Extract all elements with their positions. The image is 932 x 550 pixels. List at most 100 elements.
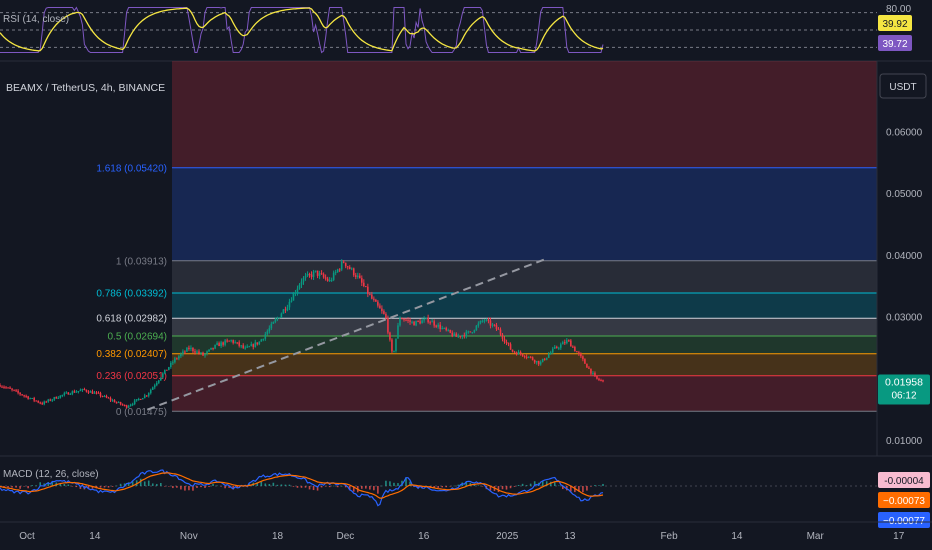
price-tick-label: 0.06000 <box>886 127 923 138</box>
candle-body <box>549 352 552 355</box>
candle-body <box>204 353 206 356</box>
candle-body <box>483 320 486 322</box>
candle-body <box>69 393 72 395</box>
candle-body <box>419 321 421 324</box>
fib-level-label: 0.382 (0.02407) <box>96 349 167 360</box>
fib-zone <box>172 292 877 319</box>
macd-histogram-bar <box>477 485 480 486</box>
macd-histogram-bar <box>47 482 50 486</box>
candle-body <box>455 333 458 337</box>
symbol-title[interactable]: BEAMX / TetherUS, 4h, BINANCE <box>6 82 165 94</box>
fib-level-label: 0.618 (0.02982) <box>96 314 167 325</box>
macd-histogram-bar <box>457 484 460 486</box>
candle-body <box>31 397 33 399</box>
candle-body <box>405 319 407 321</box>
macd-histogram-bar <box>155 483 158 486</box>
candle-body <box>501 334 504 339</box>
macd-histogram-bar <box>332 485 335 487</box>
macd-histogram-bar <box>71 486 74 487</box>
fibonacci-levels[interactable]: 1.618 (0.05420) 1 (0.03913) 0.786 (0.03392… <box>96 163 877 418</box>
candle-body <box>537 360 540 365</box>
macd-badges: -0.00004−0.00073−0.00077 <box>878 472 930 528</box>
candle-body <box>220 342 222 347</box>
macd-histogram-bar <box>421 486 423 488</box>
candle-body <box>164 369 166 374</box>
macd-histogram-bar <box>164 486 166 487</box>
candle-body <box>270 323 273 329</box>
candle-body <box>145 395 148 397</box>
candle-body <box>449 329 452 333</box>
macd-histogram-bar <box>348 486 351 491</box>
price-tick-label: 0.01000 <box>886 436 923 447</box>
candle-body <box>493 324 496 326</box>
candle-body <box>379 305 381 309</box>
candle-body <box>463 335 466 337</box>
macd-histogram-bar <box>405 477 407 486</box>
candle-body <box>226 340 228 342</box>
fib-zone <box>172 375 877 412</box>
candle-body <box>256 342 259 345</box>
time-tick-label: 16 <box>418 531 430 542</box>
macd-histogram-bar <box>445 486 448 488</box>
macd-histogram-bar <box>131 481 134 486</box>
macd-histogram-bar <box>582 486 584 493</box>
macd-label[interactable]: MACD (12, 26, close) <box>3 469 99 480</box>
macd-pane[interactable]: MACD (12, 26, close) -0.00004−0.00073−0.… <box>0 469 930 528</box>
candle-body <box>497 328 500 330</box>
price-pane[interactable]: 1.618 (0.05420) 1 (0.03913) 0.786 (0.03392… <box>0 61 877 418</box>
candle-body <box>97 392 100 394</box>
macd-histogram-bar <box>598 485 600 486</box>
candle-body <box>105 395 108 398</box>
candle-body <box>59 395 62 398</box>
candle-body <box>200 352 202 354</box>
candle-body <box>170 362 172 368</box>
macd-histogram-bar <box>188 486 190 491</box>
candle-body <box>346 266 349 268</box>
candle-body <box>525 356 528 358</box>
macd-histogram-bar <box>228 486 230 488</box>
fibonacci-zones <box>172 61 877 412</box>
candle-body <box>67 392 70 395</box>
macd-histogram-bar <box>23 486 25 487</box>
candle-body <box>433 321 435 326</box>
candle-body <box>564 342 566 344</box>
fib-trendline[interactable] <box>146 257 548 411</box>
price-axis[interactable]: USDT 0.060000.050000.040000.030000.02000… <box>876 61 930 456</box>
candle-body <box>499 329 502 335</box>
time-axis[interactable]: Oct 14 Nov 18 Dec 16 2025 13 Feb 14 Mar 17 <box>0 521 932 542</box>
macd-histogram-bar <box>99 486 102 488</box>
fib-zone <box>172 353 877 376</box>
macd-histogram-bar <box>15 486 17 488</box>
macd-histogram-bar <box>272 482 275 486</box>
candle-body <box>95 392 98 394</box>
candle-body <box>523 355 526 357</box>
candle-body <box>562 342 564 345</box>
rsi-pane[interactable]: RSI (14, close) 80.00 39.92 39.72 <box>0 4 912 54</box>
candle-body <box>266 331 269 335</box>
candle-body <box>131 404 134 406</box>
macd-histogram-bar <box>344 486 347 488</box>
macd-histogram-bar <box>160 482 162 486</box>
candle-body <box>507 342 510 345</box>
currency-button[interactable] <box>879 73 927 99</box>
candle-body <box>45 401 48 403</box>
candle-body <box>129 404 132 407</box>
candle-body <box>465 331 468 337</box>
macd-histogram-bar <box>296 486 299 488</box>
candle-body <box>87 391 90 393</box>
candle-body <box>288 301 291 308</box>
macd-histogram-bar <box>27 486 29 489</box>
candle-body <box>296 288 299 293</box>
candle-body <box>250 344 253 347</box>
macd-histogram-bar <box>316 486 319 491</box>
macd-histogram-bar <box>397 483 399 486</box>
macd-histogram-bar <box>39 482 41 486</box>
candle-body <box>258 341 261 345</box>
macd-histogram-bar <box>103 486 106 488</box>
macd-histogram-bar <box>328 486 331 488</box>
macd-histogram-bar <box>529 483 532 486</box>
rsi-label[interactable]: RSI (14, close) <box>3 14 69 25</box>
candle-body <box>121 404 124 406</box>
time-tick-label: 14 <box>731 531 743 542</box>
